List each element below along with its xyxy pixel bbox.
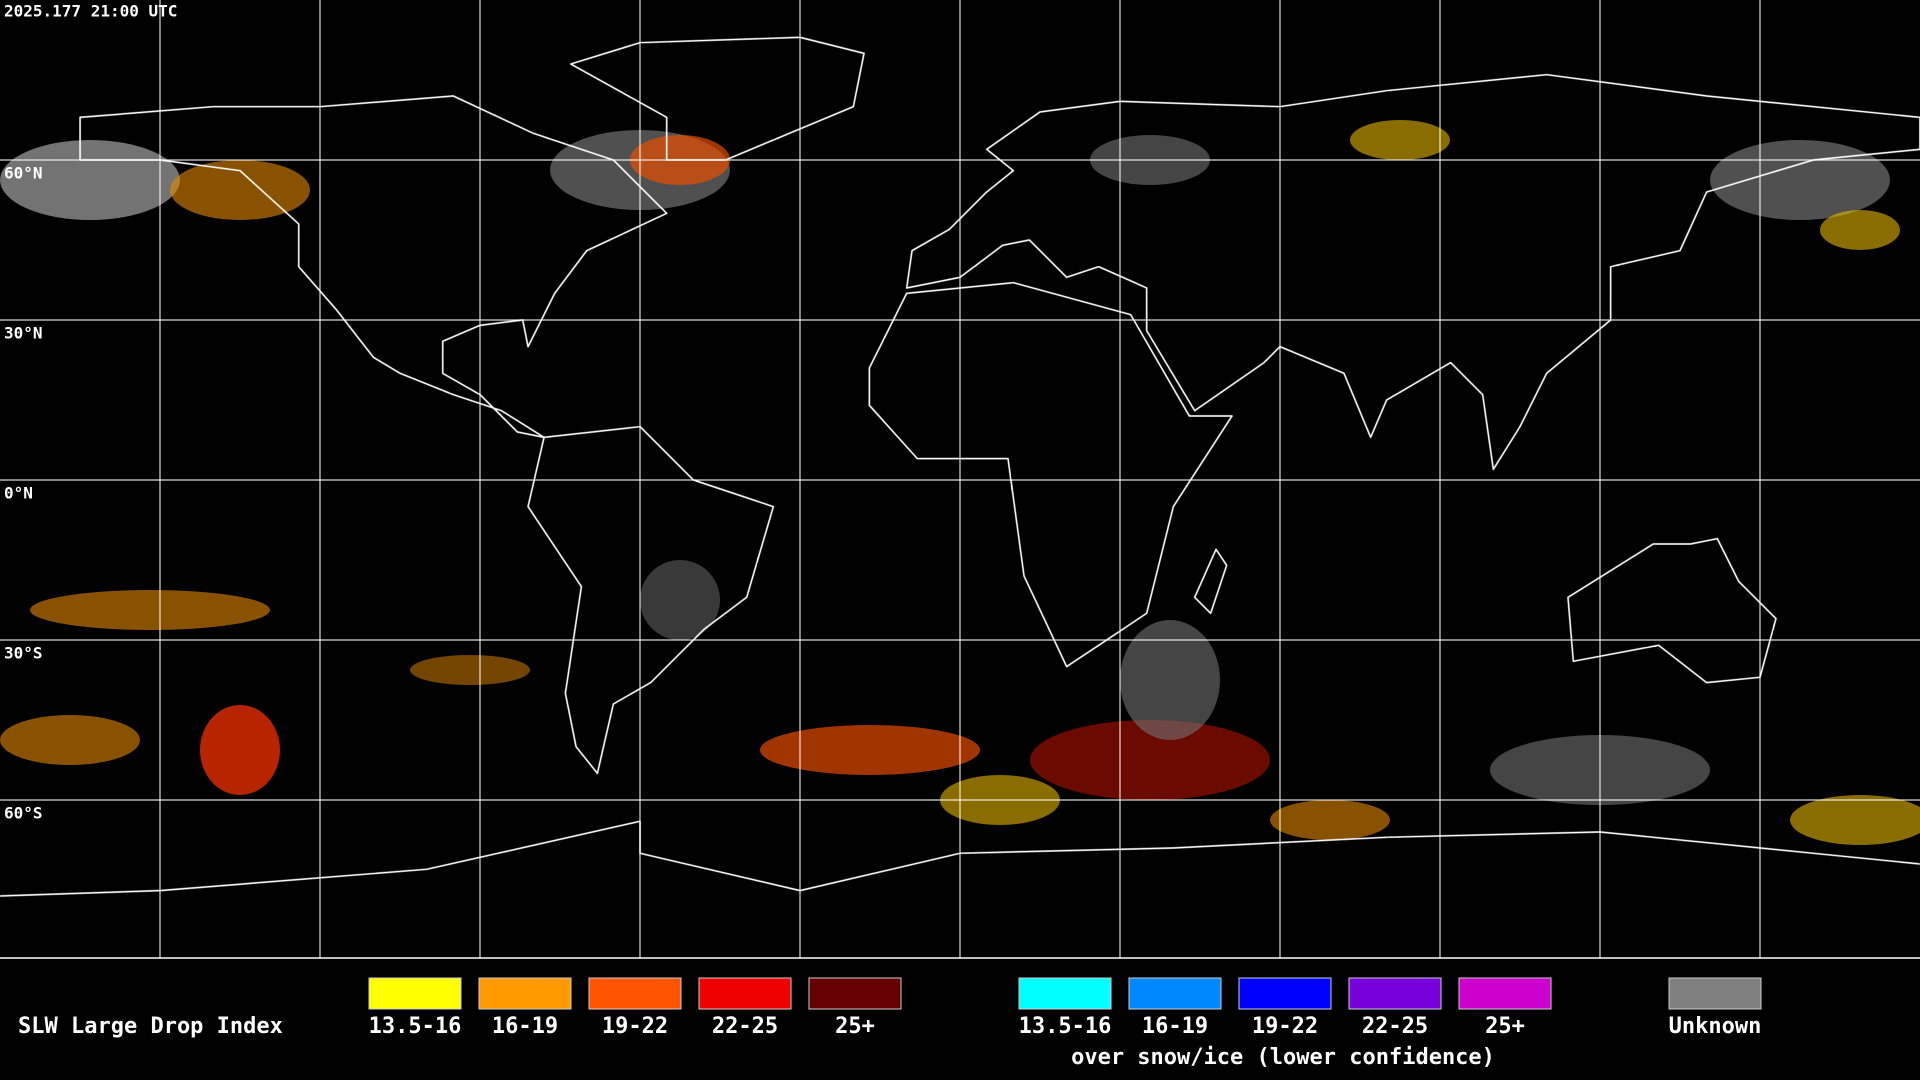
legend-label: 22-25 <box>712 1014 778 1039</box>
timestamp: 2025.177 21:00 UTC <box>4 2 177 21</box>
latitude-label: 0°N <box>4 484 33 503</box>
legend-swatch <box>588 977 682 1010</box>
legend-label: 13.5-16 <box>1019 1014 1112 1039</box>
legend-swatch <box>478 977 572 1010</box>
legend-label: Unknown <box>1669 1014 1762 1039</box>
legend-label: 25+ <box>835 1014 875 1039</box>
graticule <box>0 0 1920 958</box>
legend-title: SLW Large Drop Index <box>18 1014 283 1039</box>
legend-swatch <box>1668 977 1762 1010</box>
legend-label: 16-19 <box>1142 1014 1208 1039</box>
legend-swatch <box>698 977 792 1010</box>
legend-swatch <box>1128 977 1222 1010</box>
latitude-label: 30°S <box>4 644 43 663</box>
latitude-label: 60°S <box>4 804 43 823</box>
legend-label: 13.5-16 <box>369 1014 462 1039</box>
legend-label: 19-22 <box>1252 1014 1318 1039</box>
legend-label: 25+ <box>1485 1014 1525 1039</box>
legend-swatch <box>808 977 902 1010</box>
legend-swatch <box>1348 977 1442 1010</box>
latitude-label: 60°N <box>4 164 43 183</box>
legend-swatch <box>1238 977 1332 1010</box>
latitude-label: 30°N <box>4 324 43 343</box>
coastlines <box>0 37 1920 896</box>
legend-label: 19-22 <box>602 1014 668 1039</box>
legend-swatch <box>1018 977 1112 1010</box>
legend-note: over snow/ice (lower confidence) <box>1071 1045 1495 1070</box>
legend-label: 22-25 <box>1362 1014 1428 1039</box>
legend-swatch <box>1458 977 1552 1010</box>
legend-swatch <box>368 977 462 1010</box>
legend-label: 16-19 <box>492 1014 558 1039</box>
